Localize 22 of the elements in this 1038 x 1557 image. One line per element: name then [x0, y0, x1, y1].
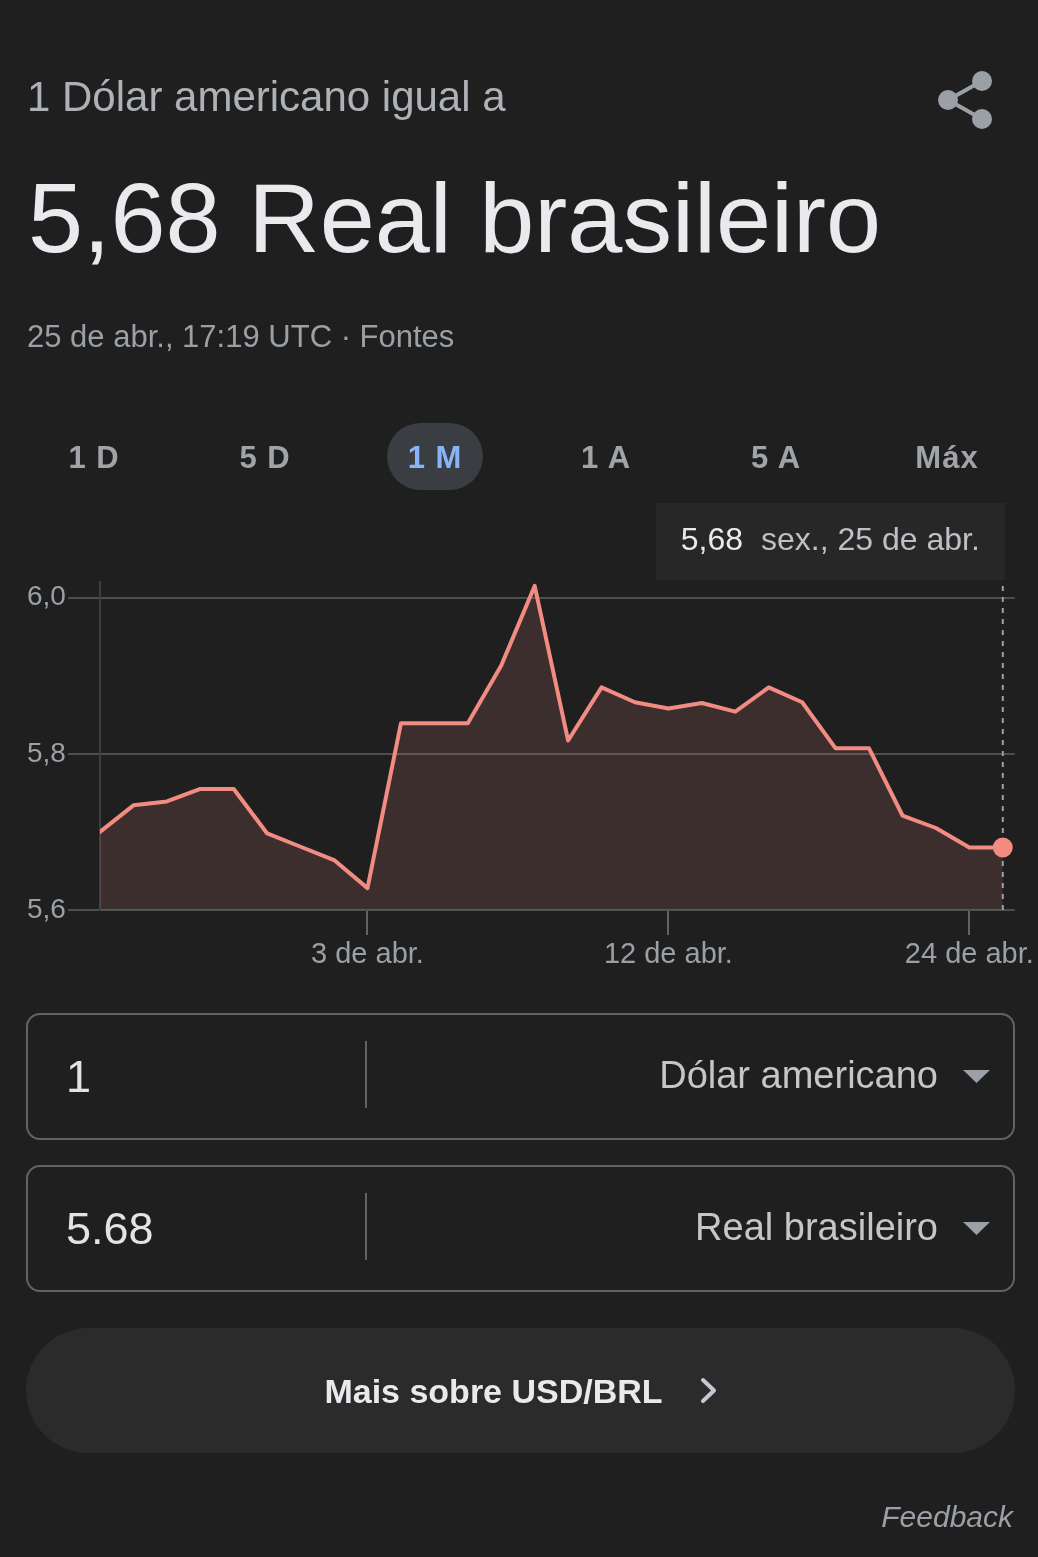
text: 1 A — [579, 440, 633, 475]
y-tick-label: 5,8 — [27, 736, 66, 768]
y-tick-label: 5,6 — [27, 892, 66, 924]
x-tick-label: 24 de abr. — [904, 937, 1034, 970]
text: 1 M — [406, 440, 464, 475]
text: Dólar americano — [659, 1054, 938, 1096]
text: 1 D — [67, 440, 121, 475]
text: Máx — [914, 440, 980, 475]
text: 5,68 sex., 25 de abr. — [680, 520, 980, 557]
text: 5 D — [238, 440, 292, 475]
text: 25 de abr., 17:19 UTC · Fontes — [27, 319, 455, 354]
chart-title: 1 Dólar americano igual a — [27, 73, 506, 120]
text: Feedback — [881, 1500, 1013, 1533]
text: 1 — [66, 1051, 92, 1102]
text: 5.68 — [66, 1203, 154, 1254]
text: Mais sobre USD/BRL — [324, 1371, 663, 1410]
y-tick-label: 6,0 — [27, 580, 66, 612]
x-tick-label: 3 de abr. — [311, 937, 424, 970]
text: Real brasileiro — [695, 1206, 938, 1248]
chart-subtitle: 5,68 Real brasileiro — [28, 162, 881, 273]
x-tick-label: 12 de abr. — [603, 937, 733, 970]
text: 5 A — [749, 440, 803, 475]
